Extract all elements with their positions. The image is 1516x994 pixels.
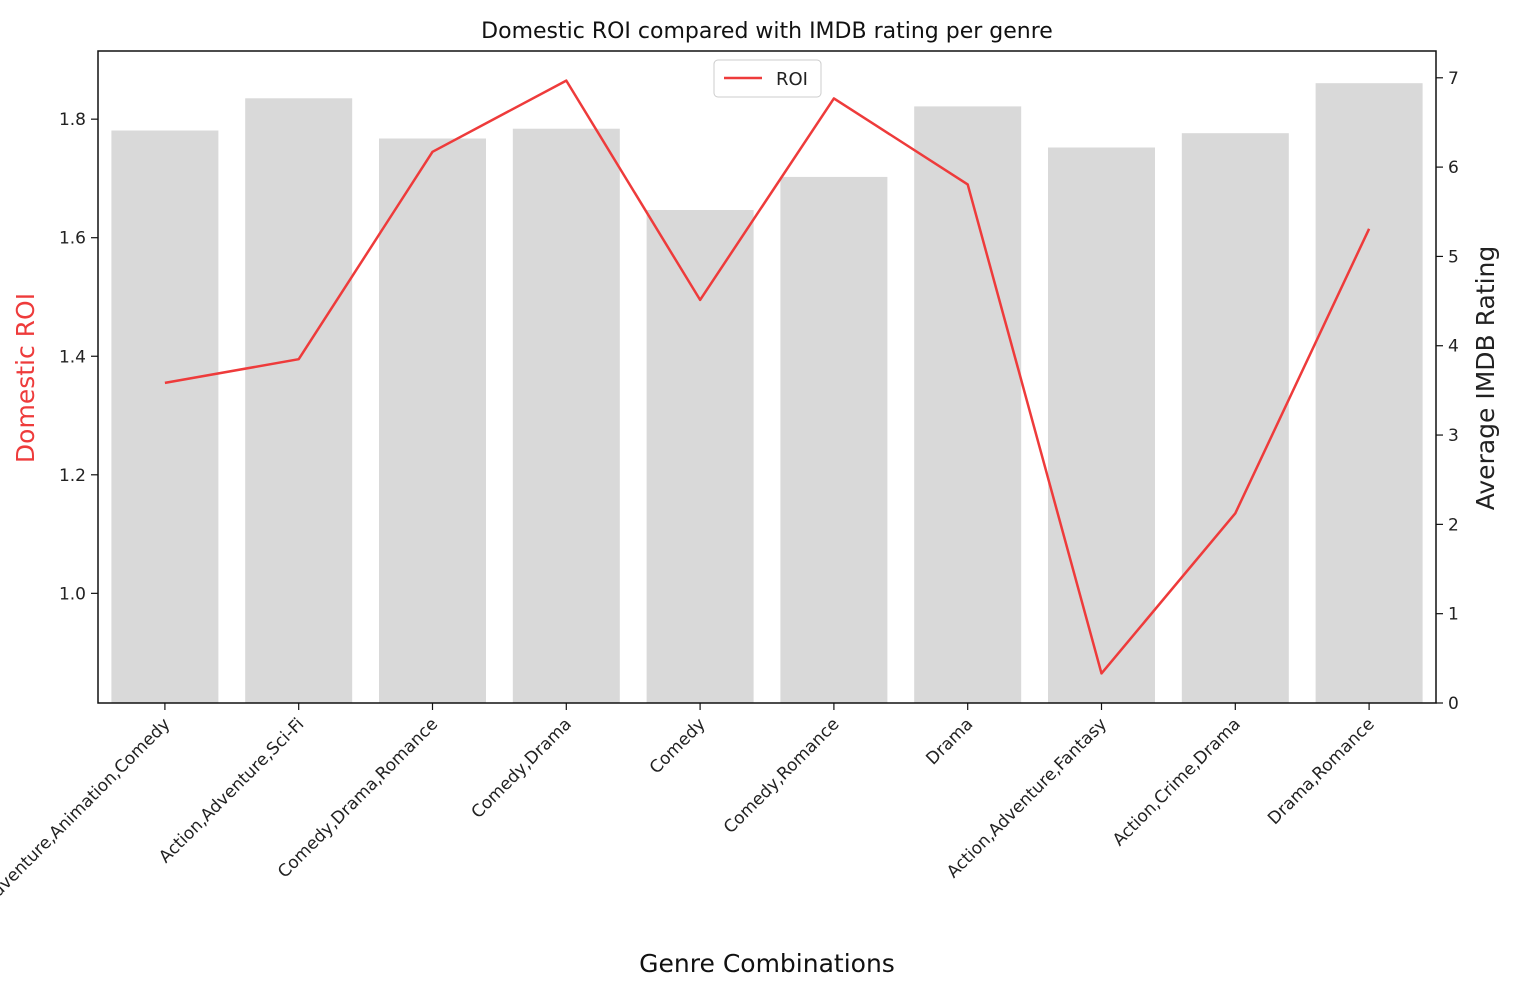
rating-bar-10 <box>1315 83 1423 703</box>
chart-title: Domestic ROI compared with IMDB rating p… <box>481 19 1053 44</box>
right-y-axis: 0 1 2 3 4 5 6 7 <box>1436 69 1459 714</box>
x-tick-label: Drama,Romance <box>1264 714 1378 828</box>
x-tick-label: Comedy,Drama,Romance <box>274 714 442 882</box>
rating-bar-3 <box>379 138 486 703</box>
x-tick-label: Comedy,Drama <box>468 714 576 822</box>
left-y-tick-label: 1.8 <box>59 110 86 130</box>
plot-frame <box>97 50 1437 704</box>
rating-bar-5 <box>646 210 754 703</box>
x-tick-label: Adventure,Animation,Comedy <box>0 714 174 909</box>
right-y-tick-label: 5 <box>1448 247 1459 267</box>
right-y-tick-label: 4 <box>1448 337 1459 357</box>
left-y-axis: 1.0 1.2 1.4 1.6 1.8 <box>59 110 98 604</box>
right-y-tick-label: 3 <box>1448 426 1459 446</box>
left-y-tick-label: 1.2 <box>59 466 86 486</box>
left-y-tick-label: 1.6 <box>59 229 86 249</box>
rating-bar-4 <box>512 128 620 703</box>
x-axis-title: Genre Combinations <box>639 949 895 978</box>
x-axis: Adventure,Animation,ComedyAction,Adventu… <box>0 703 1379 909</box>
x-tick-label: Action,Crime,Drama <box>1109 714 1245 850</box>
x-tick-label: Comedy,Romance <box>720 714 843 837</box>
right-y-tick-label: 7 <box>1448 69 1459 89</box>
x-tick-label: Drama <box>922 714 977 769</box>
legend-box <box>713 59 822 98</box>
rating-bar-6 <box>780 176 888 703</box>
rating-bar-7 <box>914 106 1022 703</box>
right-y-tick-label: 6 <box>1448 158 1459 178</box>
x-tick-label: Action,Adventure,Sci-Fi <box>155 714 308 867</box>
right-y-tick-label: 1 <box>1448 605 1459 625</box>
right-y-tick-label: 0 <box>1448 694 1459 714</box>
legend-roi-label: ROI <box>776 69 808 90</box>
left-y-axis-title: Domestic ROI <box>11 293 40 463</box>
roi-line <box>164 79 1371 675</box>
x-tick-label: Action,Adventure,Fantasy <box>943 714 1111 882</box>
bar-series <box>111 83 1423 704</box>
rating-bar-2 <box>245 98 353 704</box>
rating-bar-9 <box>1181 133 1289 703</box>
left-y-tick-label: 1.0 <box>59 584 86 604</box>
left-y-tick-label: 1.4 <box>59 347 86 367</box>
legend: ROI <box>713 59 822 98</box>
right-y-tick-label: 2 <box>1448 515 1459 535</box>
rating-bar-1 <box>111 130 219 703</box>
roi-line-series <box>164 79 1371 675</box>
rating-bar-8 <box>1048 147 1155 703</box>
x-tick-label: Comedy <box>646 714 710 778</box>
right-y-axis-title: Average IMDB Rating <box>1471 246 1500 511</box>
